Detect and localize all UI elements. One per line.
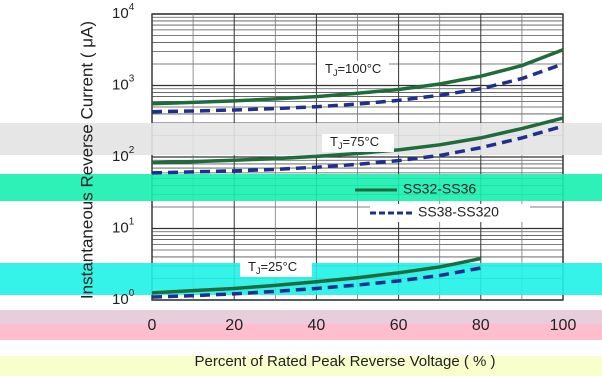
annotation-sub: J	[333, 68, 338, 78]
x-axis-label: Percent of Rated Peak Reverse Voltage ( …	[195, 353, 496, 370]
x-tick-label: 40	[308, 317, 326, 334]
series-line	[151, 48, 564, 106]
y-tick-label: 100	[112, 288, 135, 308]
series-line	[151, 266, 482, 299]
series-line	[151, 116, 564, 165]
legend-bg	[370, 204, 530, 222]
legend-label: SS32-SS36	[403, 181, 476, 197]
annotation-rest: =25°C	[260, 259, 297, 274]
y-tick-base: 10	[112, 291, 129, 308]
y-tick-exp: 1	[129, 216, 135, 227]
annotation-bg	[240, 259, 312, 277]
annotation-bg	[317, 61, 389, 79]
y-tick-base: 10	[112, 219, 129, 236]
y-axis-label: Instantaneous Reverse Current ( μA)	[77, 21, 96, 299]
annotation: TJ=25°C	[248, 259, 297, 276]
y-tick-base: 10	[112, 5, 129, 22]
series-line	[151, 62, 564, 114]
y-tick-label: 104	[112, 2, 135, 22]
annotation: TJ=100°C	[325, 61, 381, 78]
y-tick-exp: 3	[129, 73, 135, 84]
annotation-sub: J	[256, 266, 261, 276]
annotation-rest: =100°C	[337, 61, 381, 76]
band	[0, 174, 602, 201]
y-tick-exp: 4	[129, 2, 135, 13]
legend-label: SS38-SS320	[418, 204, 499, 220]
annotation-sub: J	[338, 141, 343, 151]
annotation: TJ=75°C	[330, 134, 379, 151]
x-tick-label: 80	[472, 317, 490, 334]
annotation-main: T	[248, 259, 256, 274]
x-tick-label: 0	[148, 317, 157, 334]
annotation-rest: =75°C	[342, 134, 379, 149]
series-line	[151, 256, 482, 295]
y-tick-base: 10	[112, 148, 129, 165]
y-tick-exp: 2	[129, 145, 135, 156]
y-tick-label: 103	[112, 73, 135, 93]
band	[0, 324, 602, 340]
band	[0, 356, 602, 376]
annotation-main: T	[325, 61, 333, 76]
band	[0, 123, 602, 155]
y-tick-base: 10	[112, 76, 129, 93]
x-tick-label: 20	[225, 317, 243, 334]
band	[0, 310, 602, 324]
annotation-bg	[322, 134, 394, 152]
series-line	[151, 124, 564, 175]
x-tick-label: 60	[390, 317, 408, 334]
grid	[151, 13, 564, 301]
y-tick-label: 102	[112, 145, 135, 165]
y-tick-label: 101	[112, 216, 135, 236]
curves: TJ=100°CTJ=75°CTJ=25°C	[151, 48, 564, 299]
x-tick-label: 100	[550, 317, 577, 334]
annotation-main: T	[330, 134, 338, 149]
y-tick-exp: 0	[129, 288, 135, 299]
